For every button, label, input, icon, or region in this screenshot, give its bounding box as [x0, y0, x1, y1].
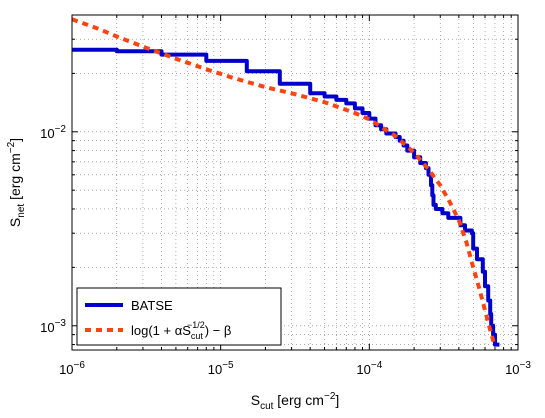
x-tick-label: 10−4 [356, 360, 382, 377]
x-tick-labels: 10−6 10−5 10−4 10−3 [59, 360, 531, 377]
y-tick-labels: 10−3 10−2 [40, 124, 66, 335]
legend-label-model: log(1 + αScut−1/2) − β [131, 320, 231, 341]
x-tick-label: 10−3 [505, 360, 531, 377]
legend: BATSE log(1 + αScut−1/2) − β [76, 287, 282, 346]
x-tick-label: 10−6 [59, 360, 85, 377]
y-tick-label: 10−3 [40, 318, 66, 335]
y-tick-label: 10−2 [40, 124, 66, 141]
ticks [71, 14, 518, 350]
series-batse [72, 47, 500, 347]
series-layer [71, 17, 500, 348]
y-axis-label: Snet [erg cm−2] [6, 138, 27, 227]
legend-label-batse: BATSE [131, 298, 173, 313]
legend-box [76, 287, 282, 346]
x-tick-label: 10−5 [208, 360, 234, 377]
plot-frame [71, 14, 519, 351]
x-axis-label: Scut [erg cm−2] [251, 391, 340, 412]
